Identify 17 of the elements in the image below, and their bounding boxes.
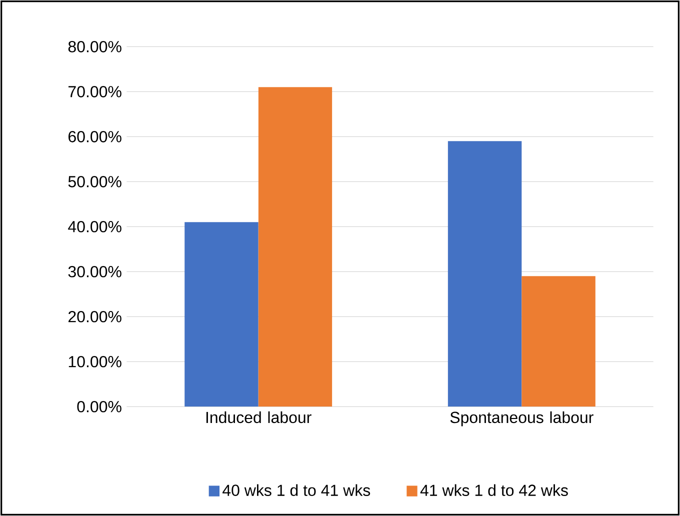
bar [258, 87, 332, 407]
y-tick-label: 10.00% [68, 356, 122, 368]
y-tick-label: 50.00% [68, 176, 122, 188]
x-tick-label: Spontaneous labour [450, 411, 594, 426]
legend-label: 40 wks 1 d to 41 wks [222, 484, 370, 496]
y-tick-label: 80.00% [68, 41, 122, 52]
y-tick-label: 70.00% [68, 86, 122, 98]
y-tick-label: 0.00% [77, 400, 122, 412]
y-tick-label: 40.00% [68, 221, 122, 232]
y-tick-label: 20.00% [68, 310, 122, 322]
y-tick-label: 60.00% [68, 131, 122, 142]
bar [448, 141, 522, 407]
legend-label: 41 wks 1 d to 42 wks [420, 484, 568, 496]
bar [522, 276, 596, 407]
y-tick-label: 30.00% [68, 266, 122, 278]
bar [184, 222, 258, 407]
x-tick-label: Induced labour [206, 411, 312, 424]
